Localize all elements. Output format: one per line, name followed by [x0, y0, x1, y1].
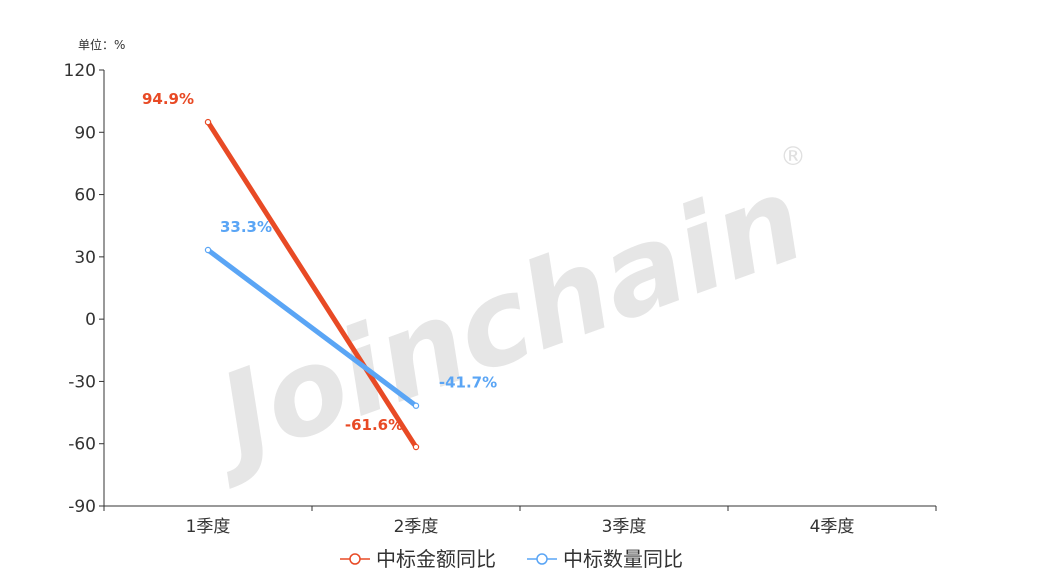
data-point[interactable]: [412, 402, 420, 409]
data-label: -41.7%: [439, 374, 497, 392]
watermark-registered-mark: ®: [780, 142, 806, 172]
y-tick-label: -60: [68, 435, 96, 455]
data-point[interactable]: [204, 118, 212, 126]
series-line: [205, 119, 419, 450]
x-tick-label: 3季度: [602, 517, 647, 537]
legend-marker-icon: [349, 553, 361, 565]
legend[interactable]: 中标金额同比 中标数量同比: [340, 547, 683, 571]
y-tick-label: 90: [74, 123, 96, 143]
chart-axes: -90 -60 -30 0 30 60 90 120 1季度 2季度 3季度 4季度 单位：%: [64, 37, 937, 537]
series-line: [205, 247, 419, 409]
chart-series: [204, 118, 420, 451]
data-point[interactable]: [412, 443, 420, 451]
data-label: 94.9%: [142, 90, 194, 108]
y-tick-label: 60: [74, 186, 96, 206]
watermark-text: Joinchain: [184, 149, 821, 493]
y-tick-label: 120: [64, 61, 96, 81]
data-labels: 94.9% -61.6% 33.3% -41.7%: [142, 90, 497, 434]
data-label: -61.6%: [345, 416, 403, 434]
x-tick-label: 2季度: [394, 517, 439, 537]
data-label: 33.3%: [220, 218, 272, 236]
y-tick-label: 30: [74, 248, 96, 268]
x-tick-label: 4季度: [810, 517, 855, 537]
y-tick-label: -90: [68, 497, 96, 517]
legend-marker-icon: [536, 553, 548, 565]
y-tick-label: 0: [85, 310, 96, 330]
unit-label: 单位：%: [78, 37, 125, 52]
legend-item-label[interactable]: 中标数量同比: [563, 547, 683, 571]
legend-item-label[interactable]: 中标金额同比: [376, 547, 496, 571]
data-point[interactable]: [204, 246, 212, 254]
x-tick-label: 1季度: [186, 517, 231, 537]
y-tick-label: -30: [68, 372, 96, 392]
watermark: Joinchain®: [184, 142, 821, 493]
